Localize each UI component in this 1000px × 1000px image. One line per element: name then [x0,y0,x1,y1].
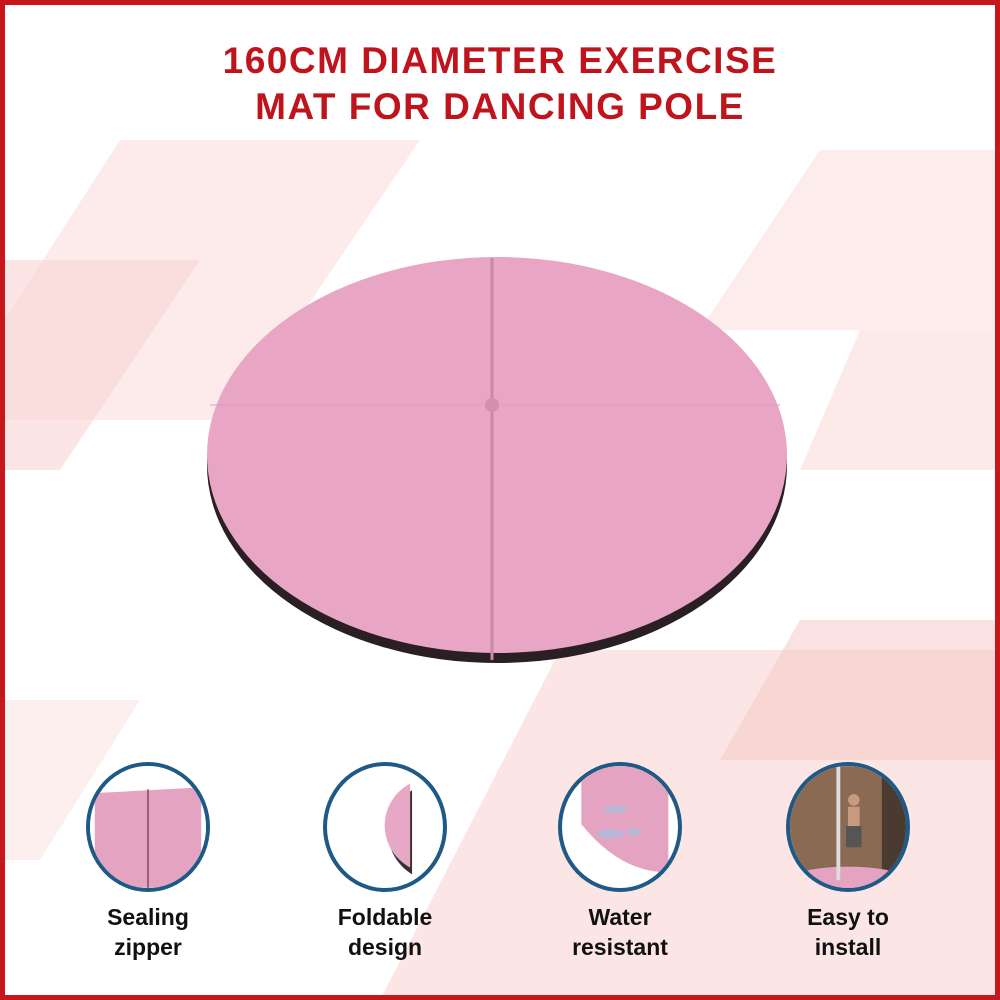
feature-label-line1: Easy to [807,904,889,930]
feature-label-line2: resistant [572,934,668,960]
feature-label-line2: install [814,934,882,960]
feature-label-line1: Water [588,904,652,930]
feature-water-resistant: Water resistant [520,762,720,962]
water-resistant-image [558,762,682,892]
feature-label-line2: zipper [114,934,182,960]
sealing-zipper-image [86,762,210,892]
title-line-2: MAT FOR DANCING POLE [255,86,745,127]
feature-label-line2: design [347,934,423,960]
title-line-1: 160CM DIAMETER EXERCISE [222,40,778,81]
feature-label-line1: Foldable [337,904,433,930]
feature-easy-install: Easy to install [748,762,948,962]
feature-sealing-zipper: Sealing zipper [48,762,248,962]
page-title: 160CM DIAMETER EXERCISE MAT FOR DANCING … [0,38,1000,130]
foldable-design-image [323,762,447,892]
easy-install-image [786,762,910,892]
feature-foldable-design: Foldable design [285,762,485,962]
exercise-mat-image [207,257,787,663]
feature-label-line1: Sealing [107,904,189,930]
